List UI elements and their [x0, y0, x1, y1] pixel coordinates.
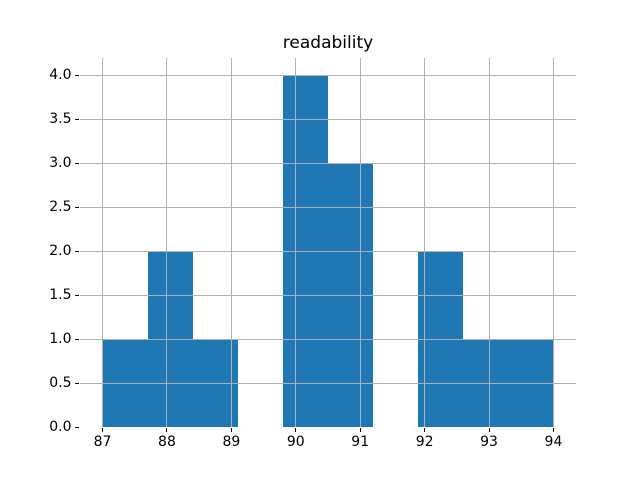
- y-tick-label: 0.5: [49, 375, 72, 392]
- x-tick-label: 93: [480, 434, 498, 451]
- y-tick-mark: [75, 118, 79, 120]
- y-tick-mark: [75, 294, 79, 296]
- y-tick-mark: [75, 206, 79, 208]
- x-tick-mark: [102, 428, 104, 433]
- gridline-horizontal: [80, 74, 576, 76]
- gridline-vertical: [488, 57, 490, 428]
- gridline-vertical: [166, 57, 168, 428]
- gridline-horizontal: [80, 382, 576, 384]
- gridline-horizontal: [80, 206, 576, 208]
- y-tick-label: 4.0: [49, 67, 72, 84]
- gridline-vertical: [359, 57, 361, 428]
- x-tick-mark: [488, 428, 490, 433]
- y-tick-mark: [75, 338, 79, 340]
- chart-title: readability: [282, 33, 374, 53]
- y-tick-label: 0.0: [49, 419, 72, 436]
- x-tick-mark: [552, 428, 554, 433]
- gridline-horizontal: [80, 250, 576, 252]
- x-tick-mark: [166, 428, 168, 433]
- y-tick-mark: [75, 250, 79, 252]
- x-tick-label: 87: [93, 434, 112, 451]
- x-tick-label: 90: [286, 434, 305, 451]
- plot-area: [80, 57, 576, 428]
- x-tick-label: 89: [222, 434, 241, 451]
- x-tick-mark: [424, 428, 426, 433]
- gridline-horizontal: [80, 162, 576, 164]
- gridline-horizontal: [80, 338, 576, 340]
- gridline-vertical: [552, 57, 554, 428]
- x-tick-label: 94: [544, 434, 563, 451]
- x-tick-mark: [359, 428, 361, 433]
- y-tick-label: 3.5: [49, 111, 72, 128]
- y-tick-mark: [75, 382, 79, 384]
- grid-layer: [80, 57, 576, 428]
- gridline-horizontal: [80, 118, 576, 120]
- y-tick-label: 3.0: [49, 155, 72, 172]
- y-tick-label: 1.5: [49, 287, 72, 304]
- gridline-horizontal: [80, 426, 576, 428]
- x-tick-mark: [230, 428, 232, 433]
- gridline-vertical: [295, 57, 297, 428]
- gridline-horizontal: [80, 294, 576, 296]
- y-tick-mark: [75, 426, 79, 428]
- x-tick-label: 91: [351, 434, 370, 451]
- x-tick-label: 92: [415, 434, 434, 451]
- x-tick-mark: [295, 428, 297, 433]
- plot-frame: [80, 57, 576, 428]
- y-tick-label: 2.0: [49, 243, 72, 260]
- gridline-vertical: [230, 57, 232, 428]
- x-tick-label: 88: [158, 434, 176, 451]
- y-tick-mark: [75, 162, 79, 164]
- y-tick-label: 2.5: [49, 199, 72, 216]
- gridline-vertical: [102, 57, 104, 428]
- y-tick-mark: [75, 74, 79, 76]
- gridline-vertical: [424, 57, 426, 428]
- y-tick-label: 1.0: [49, 331, 72, 348]
